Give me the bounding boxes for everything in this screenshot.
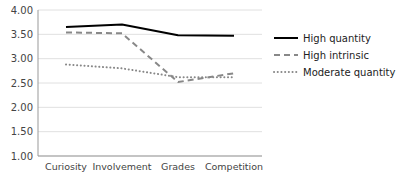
y-tick-label: 3.50 [11, 29, 33, 40]
lines [66, 25, 234, 82]
y-tick-label: 2.00 [11, 102, 33, 113]
grid-line [38, 107, 262, 108]
grid-line [38, 131, 262, 132]
y-tick-label: 3.00 [11, 53, 33, 64]
x-tick-label: Grades [161, 161, 195, 172]
x-tick-label: Involvement [92, 161, 151, 172]
y-axis-ticks: 1.00 1.50 2.00 2.50 3.00 3.50 4.00 [11, 5, 33, 162]
series-line [66, 32, 234, 82]
legend-swatch [274, 71, 298, 73]
grid-line [38, 34, 262, 35]
y-tick-label: 1.00 [11, 151, 33, 162]
series-line [66, 25, 234, 36]
grid-line [38, 10, 262, 11]
chart-svg: 1.00 1.50 2.00 2.50 3.00 3.50 4.00 Curiosity Inv… [0, 0, 400, 181]
y-tick-label: 1.50 [11, 126, 33, 137]
legend-label: Moderate quantity [303, 67, 396, 78]
legend-label: High intrinsic [303, 50, 369, 61]
y-tick-label: 4.00 [11, 5, 33, 16]
x-tick-label: Competition [205, 161, 263, 172]
grid-line [38, 83, 262, 84]
x-axis-line [38, 156, 262, 157]
legend-label: High quantity [303, 33, 371, 44]
x-tick-label: Curiosity [45, 161, 87, 172]
x-axis-ticks: Curiosity Involvement Grades Competition [45, 161, 263, 172]
chart-container: 1.00 1.50 2.00 2.50 3.00 3.50 4.00 Curiosity Inv… [0, 0, 400, 181]
y-axis-line [38, 10, 39, 156]
grid [38, 10, 262, 156]
series-line [66, 65, 234, 78]
legend-swatch [274, 37, 298, 39]
y-tick-label: 2.50 [11, 78, 33, 89]
legend-swatch [274, 54, 298, 56]
legend: High quantity High intrinsic Moderate quan… [274, 33, 396, 78]
grid-line [38, 156, 262, 157]
